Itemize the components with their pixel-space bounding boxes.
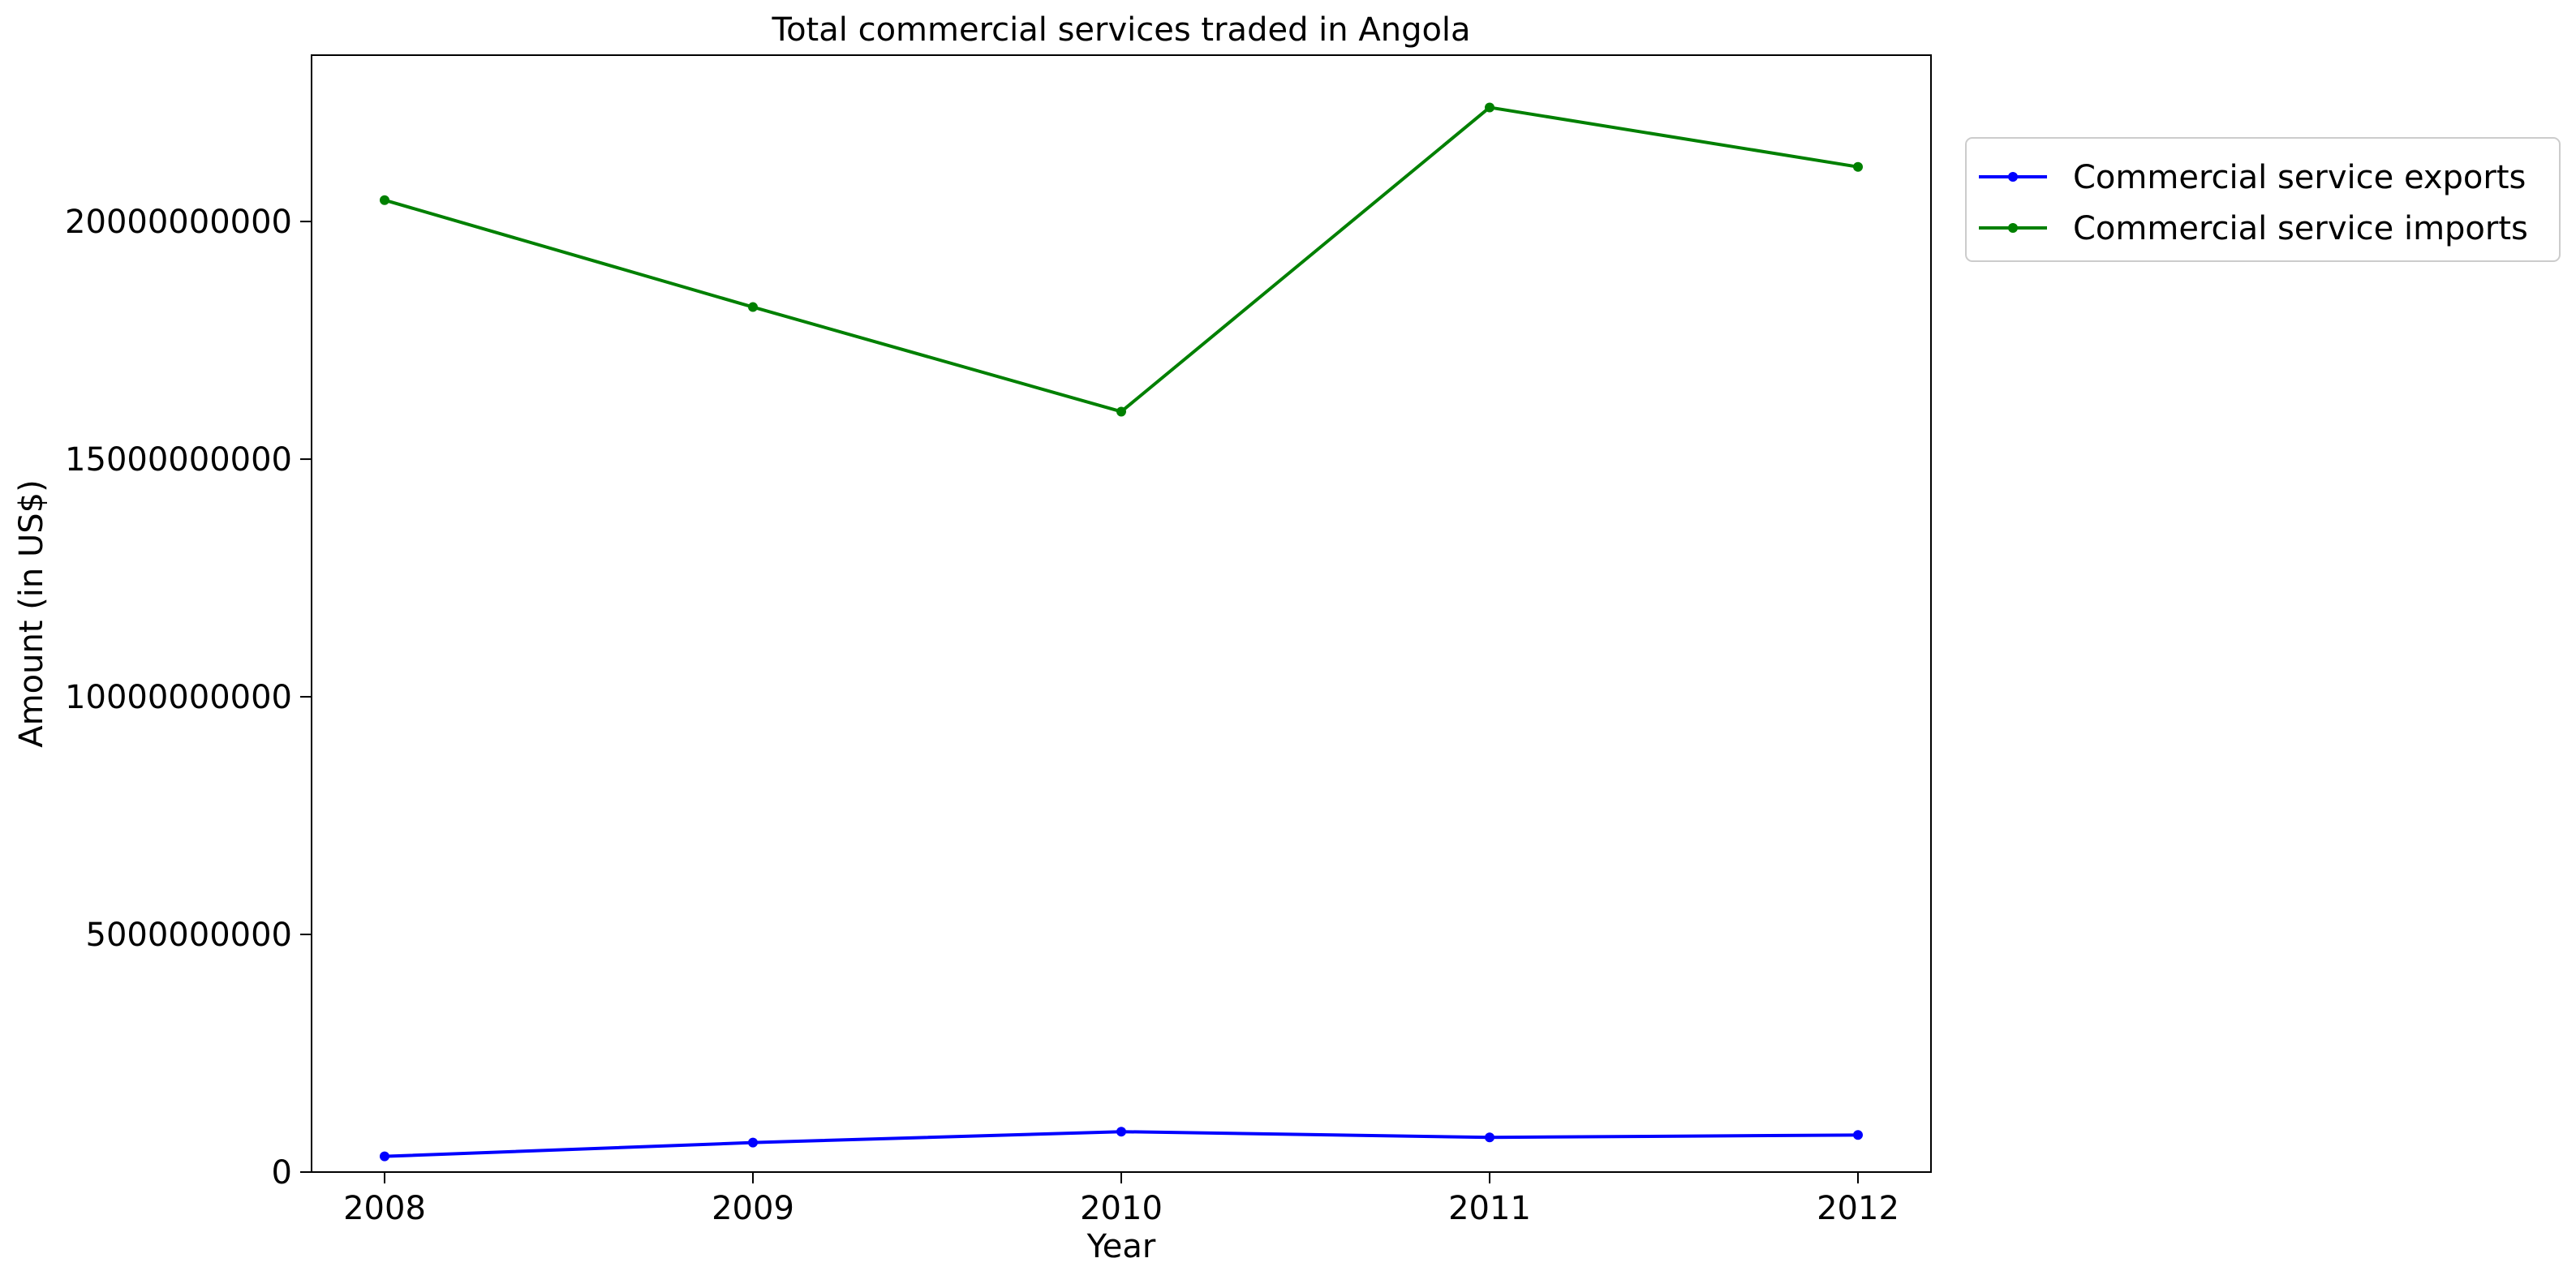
series-layer bbox=[380, 102, 1863, 1162]
y-tick-label: 0 bbox=[272, 1154, 292, 1192]
data-point bbox=[380, 1151, 389, 1162]
x-axis-ticks: 2008 2009 2010 2011 2012 bbox=[343, 1172, 1899, 1227]
legend-box bbox=[1965, 137, 2561, 262]
data-point bbox=[748, 1137, 758, 1148]
data-point bbox=[380, 195, 389, 205]
legend-marker bbox=[2008, 223, 2018, 233]
legend-marker bbox=[2008, 172, 2018, 182]
x-tick-label: 2009 bbox=[712, 1190, 794, 1227]
y-axis-ticks: 0 5000000000 10000000000 15000000000 2000000… bbox=[65, 204, 312, 1192]
data-point bbox=[1853, 161, 1863, 172]
data-point bbox=[748, 302, 758, 312]
y-tick-label: 15000000000 bbox=[65, 441, 292, 479]
y-axis-label: Amount (in US$) bbox=[13, 479, 50, 747]
legend-label: Commercial service exports bbox=[2073, 159, 2526, 196]
y-tick-label: 5000000000 bbox=[86, 917, 293, 954]
data-point bbox=[1485, 1132, 1494, 1143]
y-tick-label: 20000000000 bbox=[65, 204, 292, 241]
data-point bbox=[1853, 1130, 1863, 1140]
x-axis-label: Year bbox=[1086, 1228, 1156, 1265]
x-tick-label: 2008 bbox=[343, 1190, 426, 1227]
legend-label: Commercial service imports bbox=[2073, 210, 2528, 247]
plot-frame bbox=[311, 54, 1932, 1173]
chart-title: Total commercial services traded in Ango… bbox=[771, 11, 1470, 49]
y-tick-label: 10000000000 bbox=[65, 679, 292, 716]
data-point bbox=[1116, 1127, 1126, 1137]
data-point bbox=[1116, 406, 1126, 417]
data-point bbox=[1485, 102, 1494, 113]
legend: Commercial service exports Commercial ser… bbox=[1965, 137, 2561, 262]
x-tick-label: 2011 bbox=[1448, 1190, 1531, 1227]
x-tick-label: 2010 bbox=[1080, 1190, 1163, 1227]
x-tick-label: 2012 bbox=[1817, 1190, 1899, 1227]
